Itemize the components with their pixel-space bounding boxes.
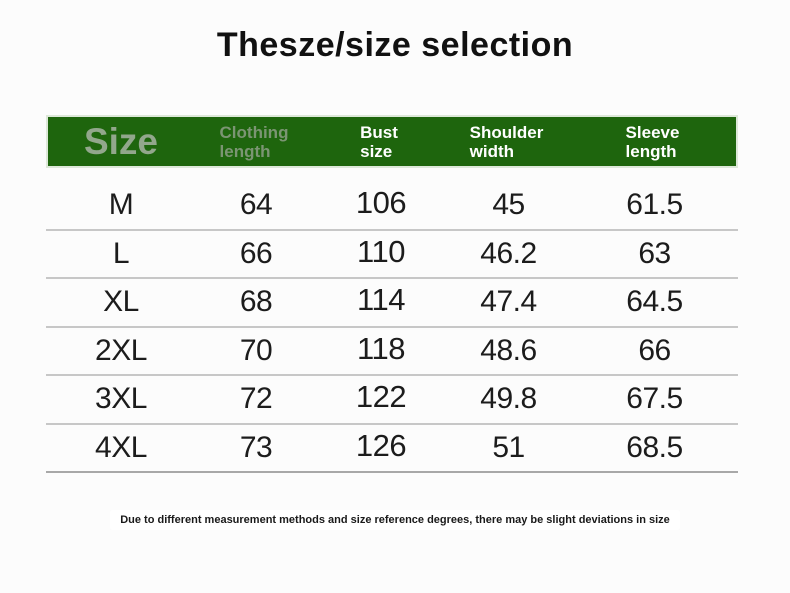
table-row-l: L 66 110 46.2 63 bbox=[46, 231, 738, 279]
column-header-clothing-length-line1: Clothing bbox=[219, 122, 289, 142]
column-header-shoulder-width: Shoulder width bbox=[444, 117, 569, 166]
cell-bust-size: 110 bbox=[357, 233, 405, 269]
cell-shoulder-width: 49.8 bbox=[480, 382, 537, 416]
column-header-bust-size-line1: Bust bbox=[360, 122, 398, 142]
column-header-shoulder-width-line1: Shoulder bbox=[469, 122, 544, 142]
cell-sleeve-length: 66 bbox=[638, 333, 671, 367]
table-row-4xl: 4XL 73 126 51 68.5 bbox=[46, 425, 738, 473]
column-header-sleeve-length-line2: length bbox=[625, 141, 677, 161]
column-header-bust-size: Bust size bbox=[314, 117, 444, 166]
cell-shoulder-width: 51 bbox=[492, 430, 525, 464]
cell-bust-size: 122 bbox=[355, 379, 407, 415]
table-row-m: M 64 106 45 61.5 bbox=[46, 182, 738, 231]
table-header-row: Size Clothing length Bust size Shoulder bbox=[46, 115, 738, 168]
cell-size: M bbox=[108, 188, 134, 222]
cell-clothing-length: 73 bbox=[239, 430, 273, 464]
cell-size: 4XL bbox=[95, 430, 147, 464]
column-header-shoulder-width-line2: width bbox=[469, 141, 515, 161]
cell-sleeve-length: 64.5 bbox=[626, 285, 683, 319]
table-row-xl: XL 68 114 47.4 64.5 bbox=[46, 279, 738, 328]
column-header-size: Size bbox=[48, 117, 194, 166]
cell-shoulder-width: 46.2 bbox=[480, 236, 537, 270]
column-header-size-label: Size bbox=[83, 120, 159, 162]
cell-bust-size: 106 bbox=[355, 185, 407, 221]
cell-shoulder-width: 47.4 bbox=[480, 285, 537, 319]
cell-sleeve-length: 68.5 bbox=[626, 430, 683, 464]
size-table: Size Clothing length Bust size Shoulder bbox=[46, 115, 738, 473]
table-row-3xl: 3XL 72 122 49.8 67.5 bbox=[46, 376, 738, 425]
cell-shoulder-width: 48.6 bbox=[480, 333, 537, 367]
cell-clothing-length: 64 bbox=[239, 188, 273, 222]
table-body: M 64 106 45 61.5 L 66 110 46.2 63 XL 68 … bbox=[46, 182, 738, 473]
column-header-bust-size-line2: size bbox=[360, 141, 393, 161]
table-row-2xl: 2XL 70 118 48.6 66 bbox=[46, 328, 738, 376]
cell-bust-size: 114 bbox=[357, 282, 405, 318]
cell-clothing-length: 72 bbox=[239, 382, 273, 416]
cell-sleeve-length: 61.5 bbox=[626, 188, 683, 222]
footnote-text: Due to different measurement methods and… bbox=[110, 510, 680, 530]
column-header-clothing-length: Clothing length bbox=[194, 117, 314, 166]
page-title: Thesze/size selection bbox=[216, 26, 574, 64]
cell-bust-size: 118 bbox=[357, 330, 405, 366]
footnote: Due to different measurement methods and… bbox=[0, 510, 790, 530]
column-header-sleeve-length-line1: Sleeve bbox=[625, 122, 680, 142]
cell-bust-size: 126 bbox=[355, 427, 407, 463]
cell-shoulder-width: 45 bbox=[492, 188, 525, 222]
cell-size: 2XL bbox=[95, 333, 147, 367]
cell-size: XL bbox=[103, 285, 139, 319]
column-header-sleeve-length: Sleeve length bbox=[569, 117, 736, 166]
cell-sleeve-length: 67.5 bbox=[626, 382, 683, 416]
cell-size: L bbox=[112, 236, 130, 270]
cell-sleeve-length: 63 bbox=[638, 236, 671, 270]
column-header-clothing-length-line2: length bbox=[219, 141, 271, 161]
cell-clothing-length: 66 bbox=[239, 236, 273, 270]
cell-clothing-length: 70 bbox=[239, 333, 273, 367]
cell-clothing-length: 68 bbox=[239, 285, 273, 319]
cell-size: 3XL bbox=[95, 382, 147, 416]
